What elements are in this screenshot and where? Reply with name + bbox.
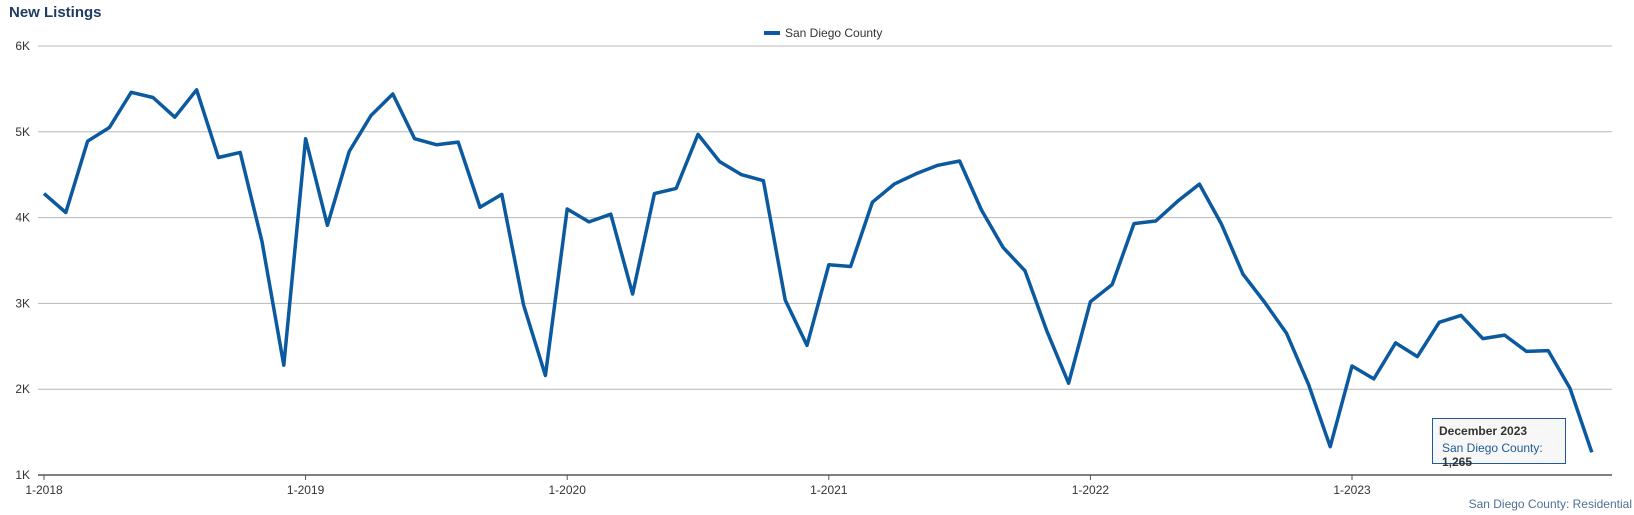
y-tick-label: 3K [15, 296, 30, 310]
x-tick-label: 1-2020 [549, 483, 587, 497]
x-tick-label: 1-2019 [287, 483, 325, 497]
y-tick-label: 1K [15, 468, 30, 482]
x-tick-label: 1-2018 [25, 483, 63, 497]
tooltip-title: December 2023 [1439, 424, 1528, 438]
series-line-san-diego-county[interactable] [42, 88, 1594, 453]
credit-label[interactable]: San Diego County: Residential [1468, 497, 1632, 511]
tooltip-row: San Diego County: 1,265 [1439, 441, 1559, 469]
series-layer [42, 88, 1594, 453]
x-tick-label: 1-2021 [810, 483, 848, 497]
tooltip-value: 1,265 [1442, 455, 1473, 469]
y-axis-ticks: 1K 2K 3K 4K 5K 6K [15, 39, 30, 482]
legend[interactable]: San Diego County [764, 26, 882, 40]
x-tick-label: 1-2023 [1333, 483, 1371, 497]
legend-label: San Diego County [785, 26, 882, 40]
y-tick-label: 2K [15, 382, 30, 396]
y-tick-label: 4K [15, 211, 30, 225]
y-tick-label: 6K [15, 39, 30, 53]
x-axis-ticks: 1-2018 1-2019 1-2020 1-2021 1-2022 1-2023 [25, 475, 1371, 497]
chart-title: New Listings [9, 4, 102, 21]
x-tick-label: 1-2022 [1072, 483, 1110, 497]
y-tick-label: 5K [15, 125, 30, 139]
gridlines [38, 45, 1612, 390]
tooltip: December 2023 San Diego County: 1,265 [1432, 418, 1566, 469]
tooltip-series: San Diego County: [1442, 441, 1543, 455]
